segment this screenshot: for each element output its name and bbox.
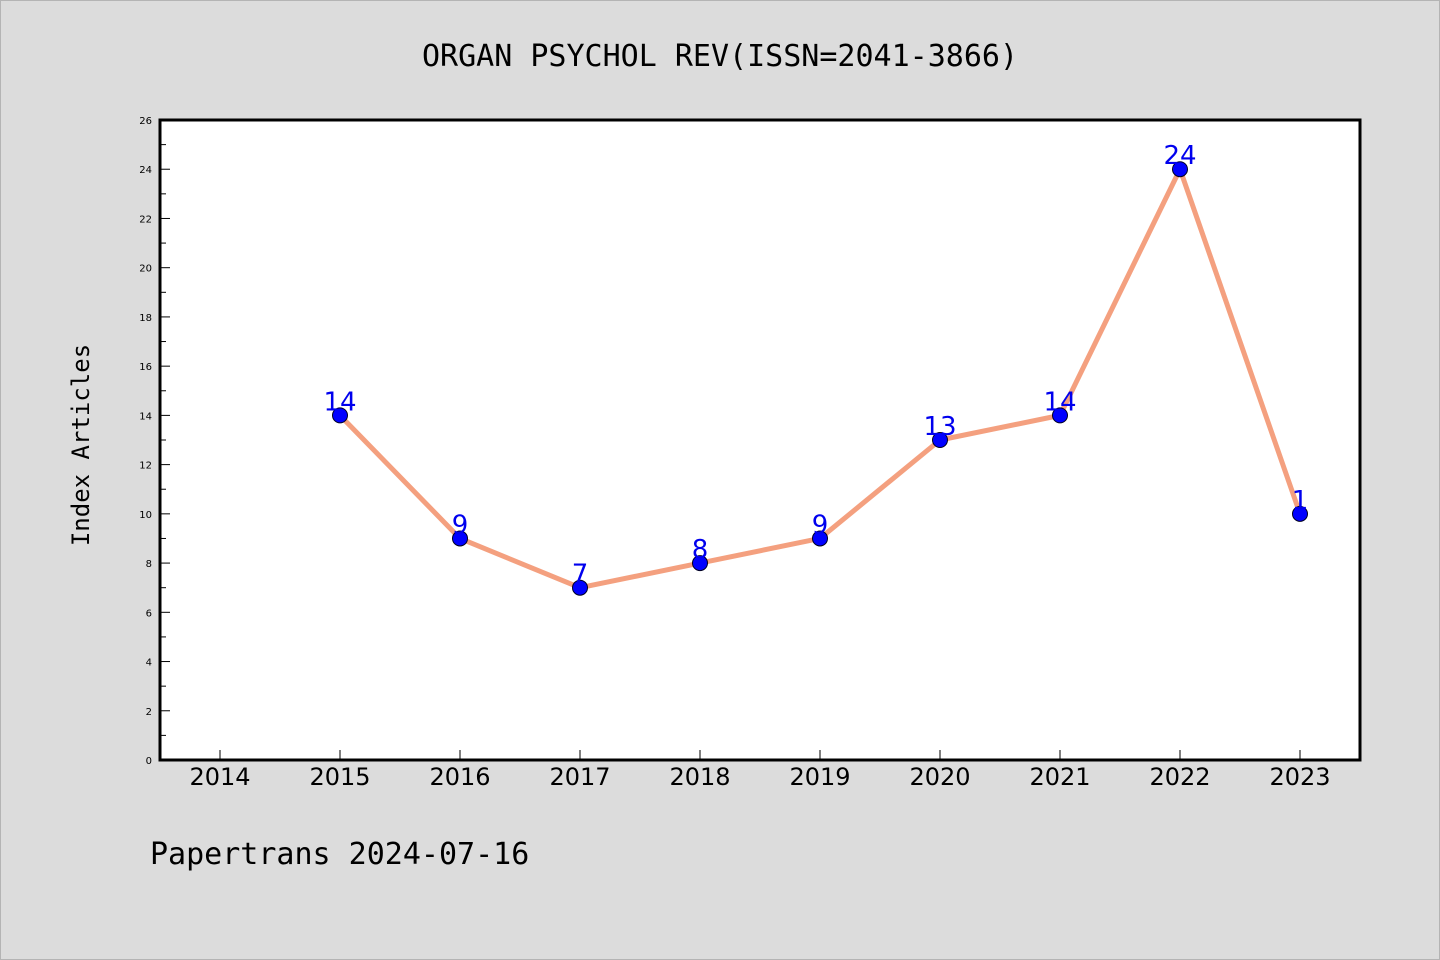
data-point	[1292, 505, 1308, 522]
data-point	[812, 530, 828, 547]
x-tick-label: 2018	[669, 763, 730, 791]
data-label: 9	[452, 510, 469, 540]
data-label: 13	[923, 412, 956, 442]
data-label: 7	[572, 560, 589, 590]
data-point	[1052, 407, 1068, 424]
data-point	[1172, 161, 1188, 178]
y-tick-label: 6	[146, 608, 152, 619]
y-tick-label: 18	[139, 313, 152, 324]
data-label: 9	[812, 510, 829, 540]
data-label: 8	[692, 535, 709, 565]
data-point	[332, 407, 348, 424]
x-tick-label: 2020	[909, 763, 970, 791]
x-tick-label: 2016	[429, 763, 490, 791]
data-point	[692, 555, 708, 572]
y-tick-label: 8	[146, 559, 152, 570]
y-tick-label: 24	[139, 165, 152, 176]
y-axis-label: Index Articles	[67, 344, 95, 546]
x-tick-label: 2019	[789, 763, 850, 791]
data-label: 1	[1292, 486, 1309, 516]
series-layer	[332, 161, 1308, 596]
x-tick-label: 2023	[1269, 763, 1330, 791]
y-tick-label: 14	[139, 411, 152, 422]
y-tick-label: 10	[139, 510, 152, 521]
y-tick-label: 26	[139, 116, 152, 127]
y-tick-label: 12	[139, 461, 152, 472]
y-tick-label: 4	[146, 658, 152, 669]
data-label: 24	[1163, 141, 1196, 171]
x-tick-label: 2017	[549, 763, 610, 791]
x-tick-label: 2015	[309, 763, 370, 791]
data-label: 14	[1043, 387, 1076, 417]
plot-border	[158, 118, 1362, 762]
x-tick-label: 2014	[189, 763, 250, 791]
y-tick-label: 20	[139, 264, 152, 275]
chart-title: ORGAN PSYCHOL REV(ISSN=2041-3866)	[422, 39, 1018, 74]
x-tick-label: 2021	[1029, 763, 1090, 791]
footer-text: Papertrans 2024-07-16	[150, 837, 529, 872]
data-point	[452, 530, 468, 547]
x-tick-label: 2022	[1149, 763, 1210, 791]
y-tick-label: 16	[139, 362, 152, 373]
y-tick-label: 22	[139, 214, 152, 225]
data-point	[932, 432, 948, 448]
data-labels-layer: 14 9 7 8 9 13 14 24 1	[323, 141, 1308, 589]
y-tick-label: 2	[146, 707, 152, 718]
y-tick-label: 0	[146, 756, 152, 767]
plot-area	[160, 120, 1360, 760]
data-label: 14	[323, 387, 356, 417]
data-point	[572, 579, 588, 596]
x-axis-ticks: 2014 2015 2016 2017 2018 2019 2020 2021 2022 2023	[189, 750, 1331, 791]
